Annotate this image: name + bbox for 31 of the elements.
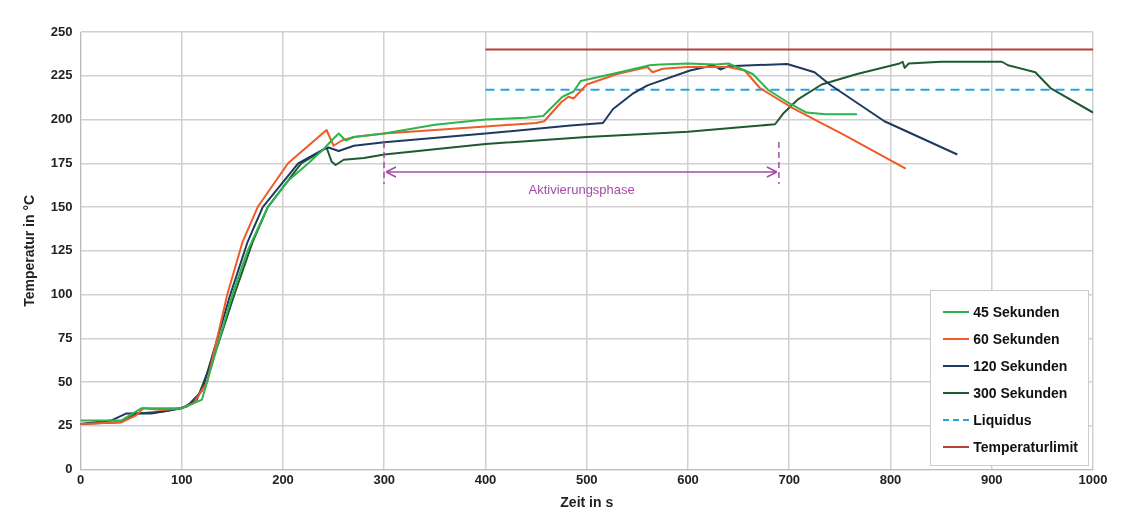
- x-tick-label: 900: [980, 471, 1003, 487]
- y-tick-label: 100: [50, 286, 73, 302]
- x-tick-label: 1000: [1078, 471, 1108, 487]
- legend-label: 60 Sekunden: [973, 331, 1060, 348]
- legend-label: 120 Sekunden: [973, 358, 1068, 375]
- y-tick-label: 50: [58, 373, 73, 389]
- legend-label: Temperaturlimit: [973, 439, 1078, 456]
- y-axis-title: Temperatur in °C: [21, 194, 38, 307]
- legend-label: Liquidus: [973, 412, 1032, 429]
- x-tick-label: 300: [373, 471, 396, 487]
- y-tick-label: 0: [65, 461, 73, 477]
- x-tick-label: 400: [474, 471, 497, 487]
- y-tick-label: 75: [58, 329, 73, 345]
- y-tick-label: 175: [50, 154, 73, 170]
- annotation: Aktivierungsphase: [528, 182, 635, 198]
- y-tick-label: 250: [50, 23, 73, 39]
- x-axis-title: Zeit in s: [560, 494, 614, 511]
- x-tick-label: 500: [575, 471, 598, 487]
- x-tick-label: 0: [76, 471, 85, 487]
- y-tick-label: 150: [50, 198, 73, 214]
- x-tick-label: 700: [778, 471, 801, 487]
- legend-label: 45 Sekunden: [973, 304, 1060, 321]
- x-tick-label: 200: [272, 471, 294, 487]
- legend-label: 300 Sekunden: [973, 385, 1068, 402]
- y-tick-label: 125: [50, 242, 73, 258]
- y-tick-label: 225: [50, 67, 73, 83]
- x-tick-label: 600: [677, 471, 699, 487]
- y-tick-label: 25: [58, 417, 73, 433]
- x-tick-label: 100: [170, 471, 193, 487]
- y-tick-label: 200: [50, 111, 73, 127]
- x-tick-label: 800: [879, 471, 902, 487]
